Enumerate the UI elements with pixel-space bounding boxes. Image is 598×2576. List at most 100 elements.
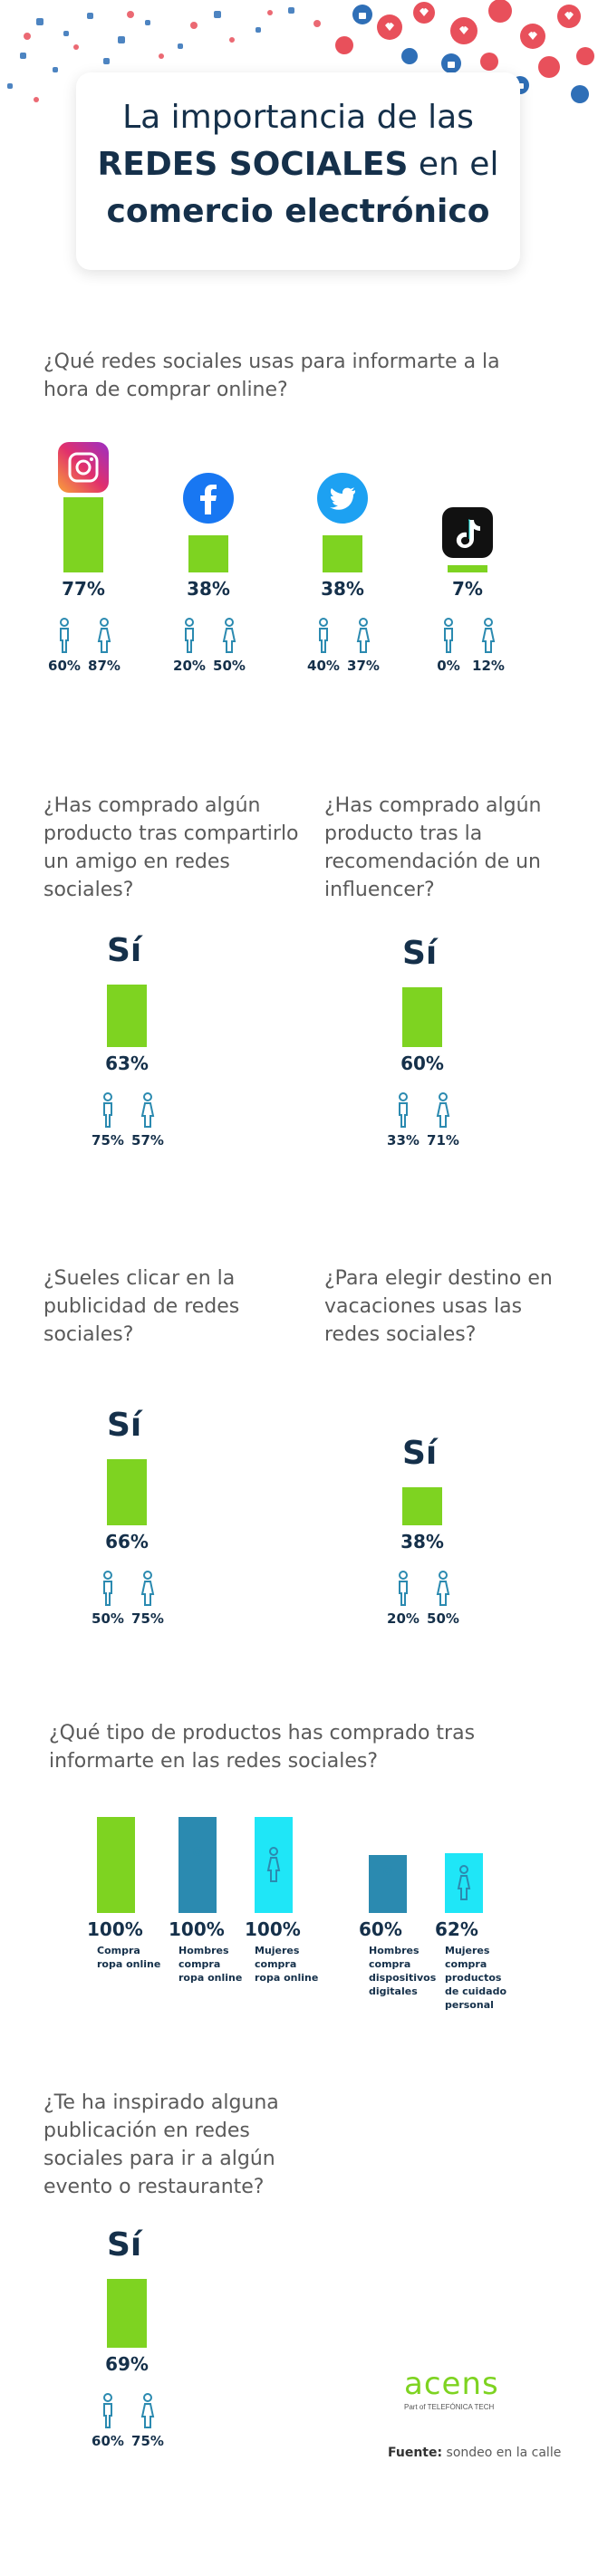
woman-icon: [140, 1092, 155, 1128]
product-label-line: personal: [445, 1999, 494, 2011]
men-percent: 50%: [92, 1610, 124, 1627]
women-percent: 37%: [347, 658, 380, 674]
heart-icon: [335, 0, 594, 78]
product-bar: [255, 1817, 293, 1913]
title-line-2: REDES SOCIALES en el: [76, 141, 520, 188]
men-percent: 20%: [387, 1610, 420, 1627]
men-percent: 75%: [92, 1132, 124, 1149]
title-line-2-rest: en el: [408, 146, 499, 183]
man-icon: [193, 1847, 202, 1882]
product-label-line: compra: [445, 1958, 487, 1970]
logo-subtitle: Part of TELEFÓNICA TECH: [404, 2403, 495, 2411]
product-label-line: Mujeres: [255, 1945, 300, 1956]
question-product-types: ¿Qué tipo de productos has comprado tras…: [49, 1722, 476, 1773]
bar-twitter: [323, 535, 362, 572]
man-icon: [399, 1571, 408, 1606]
woman-icon: [97, 618, 111, 653]
product-label: Hombres compra dispositivos digitales: [369, 1944, 445, 1998]
woman-icon: [266, 1847, 281, 1882]
percent-label: 38%: [400, 1531, 444, 1552]
product-bar: [445, 1853, 483, 1913]
men-percent: 40%: [307, 658, 340, 674]
question-social-networks: ¿Qué redes sociales usas para informarte…: [43, 351, 500, 401]
percent-label: 100%: [245, 1918, 301, 1940]
yes-bar: [402, 987, 442, 1047]
product-label: Compra ropa online: [97, 1944, 173, 1971]
product-bar: [178, 1817, 217, 1913]
source-note: Fuente: sondeo en la calle: [388, 2446, 561, 2460]
women-percent: 50%: [213, 658, 246, 674]
tiktok-icon: [442, 507, 493, 558]
percent-label: 7%: [452, 578, 483, 600]
question-ads-click: ¿Sueles clicar en la publicidad de redes…: [43, 1267, 240, 1346]
men-percent: 0%: [437, 658, 460, 674]
product-label-line: compra: [369, 1958, 411, 1970]
logo-text: acens: [404, 2366, 499, 2402]
yes-bar: [402, 1487, 442, 1525]
percent-label: 77%: [62, 578, 105, 600]
man-icon: [103, 2393, 112, 2428]
woman-icon: [140, 2393, 155, 2428]
percent-label: 60%: [359, 1918, 402, 1940]
product-label-line: Hombres: [178, 1945, 229, 1956]
percent-label: 38%: [187, 578, 230, 600]
question-event-inspiration: ¿Te ha inspirado alguna publicación en r…: [43, 2091, 279, 2198]
woman-icon: [140, 1571, 155, 1606]
answer-yes: Sí: [402, 935, 438, 972]
product-bar: [369, 1855, 407, 1913]
men-percent: 20%: [173, 658, 206, 674]
women-percent: 71%: [427, 1132, 459, 1149]
percent-label: 63%: [105, 1053, 149, 1074]
percent-label: 62%: [435, 1918, 478, 1940]
product-label-line: productos: [445, 1972, 502, 1984]
man-icon: [399, 1092, 408, 1128]
percent-label: 100%: [169, 1918, 225, 1940]
instagram-icon: [58, 442, 109, 493]
percent-label: 60%: [400, 1053, 444, 1074]
man-icon: [60, 618, 69, 653]
title-line-1: La importancia de las: [122, 99, 474, 136]
woman-icon: [436, 1092, 450, 1128]
women-percent: 57%: [131, 1132, 164, 1149]
question-friend-share: ¿Has comprado algún producto tras compar…: [43, 794, 299, 901]
product-label-line: de cuidado: [445, 1985, 507, 1997]
bar-tiktok: [448, 565, 487, 572]
source-label: Fuente:: [388, 2446, 443, 2460]
women-percent: 12%: [472, 658, 505, 674]
women-percent: 50%: [427, 1610, 459, 1627]
woman-icon: [481, 618, 496, 653]
women-percent: 87%: [88, 658, 121, 674]
product-label: Hombres compra ropa online: [178, 1944, 255, 1985]
woman-icon: [222, 618, 236, 653]
woman-icon: [436, 1571, 450, 1606]
twitter-icon: [317, 473, 368, 524]
product-label-line: digitales: [369, 1985, 418, 1997]
title-card: La importancia de las REDES SOCIALES en …: [76, 72, 520, 270]
man-icon: [103, 1092, 112, 1128]
answer-yes: Sí: [107, 2226, 142, 2264]
facebook-icon: [183, 473, 234, 524]
answer-yes: Sí: [107, 932, 142, 969]
bar-facebook: [188, 535, 228, 572]
yes-bar: [107, 985, 147, 1047]
woman-icon: [356, 618, 371, 653]
product-label-line: compra: [255, 1958, 297, 1970]
source-text: sondeo en la calle: [442, 2446, 562, 2460]
bar-instagram: [63, 497, 103, 572]
product-label-line: ropa online: [97, 1958, 161, 1970]
percent-label: 38%: [321, 578, 364, 600]
men-percent: 60%: [48, 658, 81, 674]
title-highlight: REDES SOCIALES: [97, 146, 409, 183]
percent-label: 66%: [105, 1531, 149, 1552]
women-percent: 75%: [131, 2433, 164, 2449]
man-icon: [319, 618, 328, 653]
percent-label: 69%: [105, 2353, 149, 2375]
yes-bar: [107, 2279, 147, 2348]
answer-yes: Sí: [402, 1435, 438, 1472]
product-label-line: Mujeres: [445, 1945, 490, 1956]
product-label: Mujeres compra ropa online: [255, 1944, 331, 1985]
woman-icon: [457, 1865, 471, 1900]
question-influencer: ¿Has comprado algún producto tras la rec…: [324, 794, 542, 901]
product-label-line: Compra: [97, 1945, 140, 1956]
product-label: Mujeres compra productos de cuidado personal: [445, 1944, 521, 2012]
